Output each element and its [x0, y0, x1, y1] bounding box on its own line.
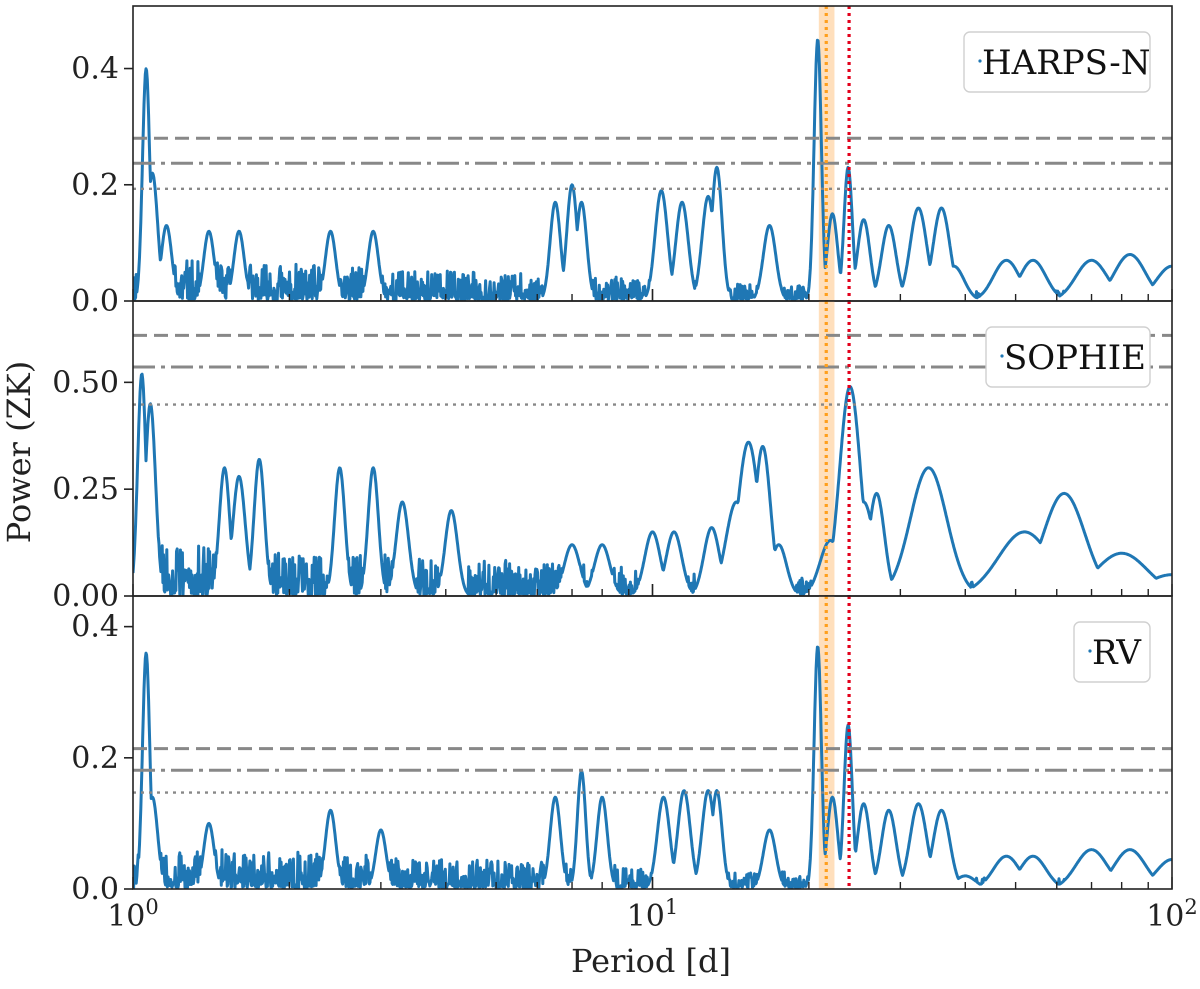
y-tick-label: 0.00: [52, 579, 119, 614]
legend-marker: [1088, 649, 1092, 653]
legend-label: HARPS-N: [982, 43, 1150, 83]
legend-box: [1073, 621, 1151, 683]
legend-label: RV: [1092, 633, 1142, 673]
y-tick-label: 0.2: [71, 741, 119, 776]
y-tick-label: 0.4: [71, 52, 119, 87]
panels-group: 0.0 0.2 0.4 HARPS-N 0.00 0.25 0.50 SOPHIE 0.0 0.2…: [52, 5, 1173, 907]
periodogram-line: [133, 645, 1172, 889]
panel-sophie: 0.00 0.25 0.50 SOPHIE: [52, 300, 1173, 614]
x-tick-label: 100: [107, 895, 159, 934]
periodogram-line: [133, 38, 1172, 301]
panel-rv: 0.0 0.2 0.4 RV: [71, 595, 1173, 907]
panel-frame: [132, 595, 1173, 890]
y-tick-label: 0.0: [71, 284, 119, 319]
panel-harps-n: 0.0 0.2 0.4 HARPS-N: [71, 5, 1173, 319]
x-tick-label: 102: [1146, 895, 1198, 934]
legend-marker: [1000, 354, 1004, 358]
x-tick-label: 101: [627, 895, 679, 934]
x-axis-title: Period [d]: [571, 942, 731, 980]
periodogram-line: [133, 372, 1172, 596]
y-tick-label: 0.2: [71, 168, 119, 203]
legend-marker: [978, 59, 982, 63]
y-tick-label: 0.0: [71, 872, 119, 907]
y-tick-label: 0.25: [52, 472, 119, 507]
legend-box: [963, 31, 1151, 93]
y-tick-label: 0.4: [71, 610, 119, 645]
legend-box: [985, 326, 1151, 388]
y-tick-label: 0.50: [52, 365, 119, 400]
y-axis-title: Power (ZK): [0, 361, 38, 543]
legend-label: SOPHIE: [1004, 338, 1146, 378]
x-tick-labels: 100 101 102: [107, 895, 1198, 934]
